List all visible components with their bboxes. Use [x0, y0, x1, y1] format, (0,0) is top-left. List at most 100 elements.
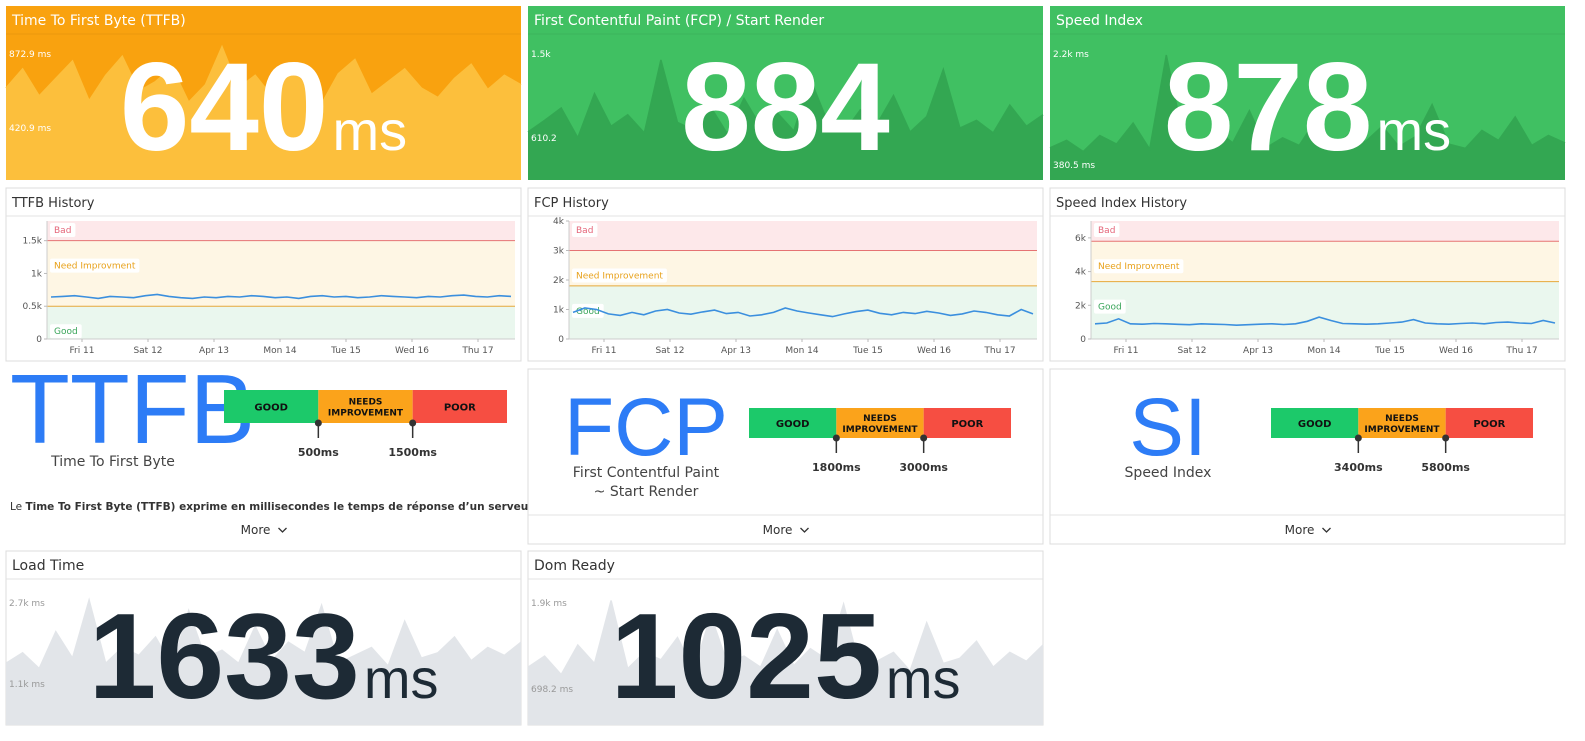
y-tick-label: 0: [558, 335, 564, 345]
zone-label-bg: [1094, 223, 1120, 237]
scale-segment: [1445, 408, 1533, 438]
panel-title: First Contentful Paint (FCP) / Start Ren…: [534, 13, 824, 29]
scale-label: GOOD: [254, 403, 288, 414]
scale-label: NEEDS: [349, 398, 383, 408]
scale-segment: [412, 390, 507, 423]
chevron: [1322, 527, 1331, 533]
spark-max-label: 1.5k: [531, 50, 551, 60]
scale-label: NEEDS: [1385, 414, 1419, 424]
zone-label: Need Improvment: [54, 262, 136, 272]
big-value: 878ms: [1164, 38, 1451, 177]
zone-label-bg: [50, 258, 140, 273]
marker-label: 500ms: [298, 446, 339, 459]
y-tick-label: 0.5k: [22, 302, 42, 312]
panel-title: Speed Index History: [1056, 196, 1187, 211]
more-button[interactable]: More: [241, 523, 271, 537]
x-tick-label: Thu 17: [983, 346, 1015, 356]
scale-segment: [1271, 408, 1359, 438]
y-tick-label: 6k: [1075, 234, 1087, 244]
unit: ms: [364, 647, 439, 710]
history-line: [572, 307, 1034, 318]
scale-label: IMPROVEMENT: [328, 409, 404, 419]
value: 884: [681, 38, 890, 177]
value: 640: [120, 38, 329, 177]
zone-label-bg: [572, 303, 604, 318]
big-value: 1633ms: [88, 588, 438, 724]
x-tick-label: Tue 15: [330, 346, 361, 356]
panel-title: FCP History: [534, 196, 609, 211]
big-value: 1025ms: [610, 588, 960, 724]
unit: ms: [886, 647, 961, 710]
chevron: [278, 527, 287, 533]
x-tick-label: Mon 14: [785, 346, 819, 356]
sparkline: [5, 597, 522, 670]
description-part: Le: [10, 501, 25, 513]
x-tick-label: Sat 12: [133, 346, 162, 356]
x-tick-label: Wed 16: [395, 346, 429, 356]
x-tick-label: Tue 15: [1374, 346, 1405, 356]
big-value: 884: [681, 38, 890, 177]
y-tick-label: 0: [1080, 335, 1086, 345]
x-tick-label: Mon 14: [1307, 346, 1341, 356]
y-tick-label: 4k: [553, 217, 565, 227]
marker-label: 5800ms: [1421, 461, 1470, 474]
marker-label: 1500ms: [388, 446, 437, 459]
panel: [1049, 368, 1566, 545]
scale-label: POOR: [444, 403, 476, 414]
zone-label: Bad: [1098, 226, 1115, 236]
acronym: FCP: [564, 382, 728, 473]
value: 1025: [610, 588, 881, 724]
x-tick-label: Mon 14: [263, 346, 297, 356]
zone-label: Good: [1098, 303, 1122, 313]
value: 878: [1164, 38, 1373, 177]
panel-title: TTFB History: [11, 196, 95, 211]
scale-segment: [749, 408, 837, 438]
chevron: [800, 527, 809, 533]
acronym: SI: [1129, 382, 1206, 473]
sparkline: [527, 600, 1044, 676]
zone-label-bg: [50, 324, 82, 339]
marker-label: 1800ms: [812, 461, 861, 474]
x-tick-label: Wed 16: [1439, 346, 1473, 356]
spark-min-label: 1.1k ms: [9, 680, 45, 690]
sparkline: [527, 59, 1044, 140]
scale-label: IMPROVEMENT: [1364, 425, 1440, 435]
x-tick-label: Sat 12: [655, 346, 684, 356]
scale-segment: [224, 390, 319, 423]
spark-max-label: 872.9 ms: [9, 50, 51, 60]
panel-title: Speed Index: [1056, 13, 1143, 29]
more-button[interactable]: More: [763, 523, 793, 537]
marker-label: 3400ms: [1334, 461, 1383, 474]
x-tick-label: Sat 12: [1177, 346, 1206, 356]
panel-title: Time To First Byte (TTFB): [11, 13, 186, 29]
sparkline-area: [6, 46, 521, 181]
spark-max-label: 1.9k ms: [531, 599, 567, 609]
description-part: exprime en millisecondes le temps de rép…: [175, 501, 534, 513]
x-tick-label: Tue 15: [852, 346, 883, 356]
zone: [47, 306, 515, 339]
y-tick-label: 1k: [31, 269, 43, 279]
subtitle: ~ Start Render: [594, 484, 699, 500]
subtitle: Time To First Byte: [50, 454, 175, 470]
x-tick-label: Apr 13: [721, 346, 751, 356]
description-part: Time To First Byte (TTFB): [25, 501, 175, 513]
big-value: 640ms: [120, 38, 407, 177]
unit: ms: [332, 99, 407, 162]
sparkline-area: [528, 600, 1043, 725]
x-tick-label: Thu 17: [1505, 346, 1537, 356]
y-tick-label: 2k: [1075, 301, 1087, 311]
zone-label-bg: [50, 223, 76, 237]
scale-label: POOR: [1473, 419, 1505, 430]
spark-max-label: 2.2k ms: [1053, 50, 1089, 60]
y-tick-label: 2k: [553, 276, 565, 286]
x-tick-label: Fri 11: [1113, 346, 1138, 356]
subtitle: Speed Index: [1125, 465, 1212, 481]
spark-max-label: 2.7k ms: [9, 599, 45, 609]
panel-title: Dom Ready: [534, 558, 615, 574]
subtitle: First Contentful Paint: [573, 465, 720, 481]
scale-label: POOR: [951, 419, 983, 430]
y-tick-label: 0: [36, 335, 42, 345]
more-button[interactable]: More: [1285, 523, 1315, 537]
